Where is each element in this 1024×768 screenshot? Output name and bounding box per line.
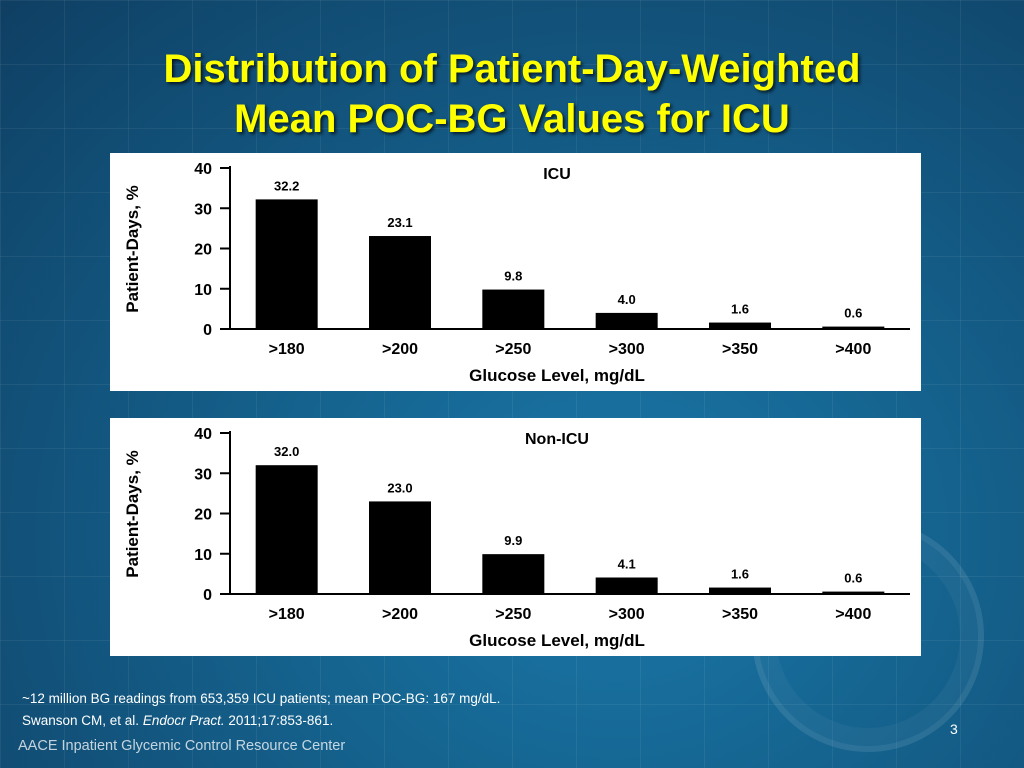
bar-data-label: 23.1 bbox=[387, 215, 412, 230]
bar bbox=[595, 312, 658, 329]
bar-data-label: 9.9 bbox=[504, 533, 522, 548]
icu-chart-panel: 0 10 20 30 40 32.2 >180 23.1 >200 9.8 >250 4.0 >300 1… bbox=[110, 153, 921, 391]
x-tick-label: >200 bbox=[382, 606, 418, 623]
y-tick-label: 10 bbox=[194, 282, 212, 299]
bar bbox=[822, 326, 885, 329]
x-tick-label: >350 bbox=[722, 341, 758, 358]
bar bbox=[822, 591, 885, 594]
y-tick-label: 20 bbox=[194, 507, 212, 524]
y-axis-title: Patient-Days, % bbox=[123, 450, 142, 578]
y-tick-label: 20 bbox=[194, 242, 212, 259]
citation-authors: Swanson CM, et al. bbox=[22, 713, 143, 728]
x-tick-label: >180 bbox=[269, 606, 305, 623]
bar bbox=[255, 199, 318, 329]
x-tick-label: >300 bbox=[609, 606, 645, 623]
y-tick-label: 10 bbox=[194, 547, 212, 564]
y-tick-label: 30 bbox=[194, 466, 212, 483]
y-axis-title: Patient-Days, % bbox=[123, 185, 142, 313]
x-tick-label: >180 bbox=[269, 341, 305, 358]
bar-data-label: 4.0 bbox=[618, 292, 636, 307]
bar bbox=[482, 554, 545, 594]
x-tick-label: >400 bbox=[835, 606, 871, 623]
y-tick-label: 0 bbox=[203, 322, 212, 339]
x-tick-label: >400 bbox=[835, 341, 871, 358]
non-icu-bar-chart: 0 10 20 30 40 32.0 >180 23.0 >200 9.9 >250 4.1 >300 1… bbox=[123, 426, 910, 650]
y-tick-label: 40 bbox=[194, 426, 212, 443]
footnote-data-summary: ~12 million BG readings from 653,359 ICU… bbox=[22, 691, 501, 706]
slide-title-line-2: Mean POC-BG Values for ICU bbox=[234, 97, 790, 141]
bar-data-label: 32.0 bbox=[274, 444, 299, 459]
bar-data-label: 9.8 bbox=[504, 269, 522, 284]
slide-title-line-1: Distribution of Patient-Day-Weighted bbox=[163, 47, 861, 91]
bar bbox=[482, 289, 545, 329]
bar-data-label: 0.6 bbox=[844, 306, 862, 321]
icu-bar-chart: 0 10 20 30 40 32.2 >180 23.1 >200 9.8 >250 4.0 >300 1… bbox=[123, 161, 910, 385]
bar-data-label: 23.0 bbox=[387, 480, 412, 495]
chart-title: Non-ICU bbox=[525, 431, 589, 448]
x-tick-label: >250 bbox=[495, 606, 531, 623]
organization-footer: AACE Inpatient Glycemic Control Resource… bbox=[18, 738, 346, 754]
slide-title: Distribution of Patient-Day-Weighted Mea… bbox=[40, 44, 984, 144]
citation-details: 2011;17:853-861. bbox=[224, 713, 334, 728]
x-tick-label: >250 bbox=[495, 341, 531, 358]
chart-title: ICU bbox=[543, 166, 571, 183]
y-tick-label: 40 bbox=[194, 161, 212, 178]
bar-data-label: 1.6 bbox=[731, 302, 749, 317]
bar bbox=[709, 587, 771, 594]
bar bbox=[255, 465, 318, 594]
bar bbox=[709, 322, 771, 329]
citation-journal: Endocr Pract. bbox=[142, 713, 225, 728]
non-icu-chart-panel: 0 10 20 30 40 32.0 >180 23.0 >200 9.9 >250 4.1 >300 1… bbox=[110, 418, 921, 656]
x-axis-title: Glucose Level, mg/dL bbox=[469, 631, 645, 650]
x-axis-title: Glucose Level, mg/dL bbox=[469, 366, 645, 385]
bar-data-label: 4.1 bbox=[618, 556, 636, 571]
bar bbox=[595, 577, 658, 594]
bar-data-label: 1.6 bbox=[731, 567, 749, 582]
x-tick-label: >300 bbox=[609, 341, 645, 358]
footnote: ~12 million BG readings from 653,359 ICU… bbox=[22, 688, 500, 732]
bar bbox=[369, 501, 431, 594]
bar-data-label: 0.6 bbox=[844, 571, 862, 586]
y-tick-label: 30 bbox=[194, 201, 212, 218]
citation: Swanson CM, et al. Endocr Pract. 2011;17… bbox=[22, 710, 500, 732]
page-number: 3 bbox=[950, 721, 958, 737]
x-tick-label: >350 bbox=[722, 606, 758, 623]
x-tick-label: >200 bbox=[382, 341, 418, 358]
bar-data-label: 32.2 bbox=[274, 178, 299, 193]
y-tick-label: 0 bbox=[203, 587, 212, 604]
bar bbox=[369, 236, 431, 329]
